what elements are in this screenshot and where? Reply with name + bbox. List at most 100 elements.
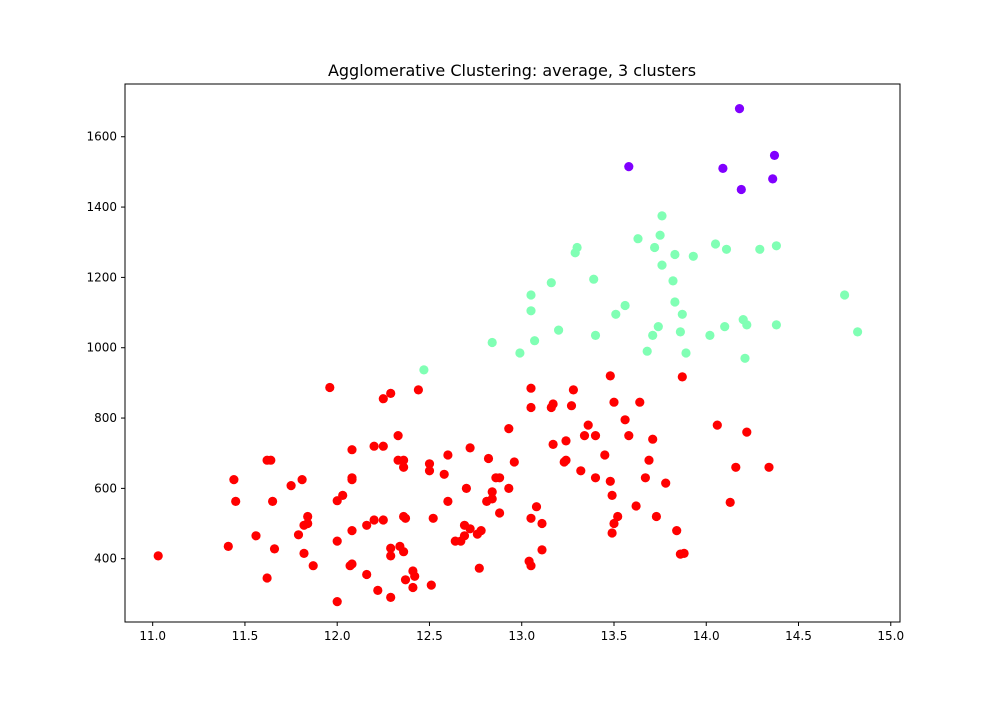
data-point-cluster-1-29 — [675, 327, 686, 337]
y-tick-label: 400 — [94, 552, 117, 566]
data-point-cluster-2-55 — [424, 459, 435, 469]
data-point-cluster-2-86 — [531, 502, 542, 512]
data-point-cluster-1-20 — [526, 306, 536, 316]
data-point-cluster-2-98 — [579, 431, 590, 441]
data-point-cluster-2-18 — [325, 382, 335, 393]
data-point-cluster-1-7 — [721, 244, 732, 254]
data-point-cluster-0-3 — [718, 163, 728, 173]
data-point-cluster-2-56 — [426, 580, 436, 590]
data-point-cluster-2-66 — [465, 443, 475, 453]
data-point-cluster-2-114 — [640, 473, 651, 483]
x-tick-label: 11.5 — [232, 629, 259, 643]
data-point-cluster-1-3 — [710, 239, 721, 249]
data-point-cluster-2-83 — [526, 402, 536, 413]
data-point-cluster-1-34 — [530, 336, 540, 346]
data-point-cluster-1-28 — [554, 325, 564, 335]
data-point-cluster-1-13 — [589, 274, 599, 284]
data-point-cluster-1-24 — [742, 320, 752, 330]
y-tick-label: 1200 — [86, 270, 117, 284]
x-tick-label: 12.0 — [324, 629, 351, 643]
data-point-cluster-1-14 — [668, 276, 678, 286]
data-point-cluster-2-84 — [526, 561, 536, 571]
data-point-cluster-2-97 — [576, 466, 586, 476]
data-point-cluster-2-105 — [607, 490, 617, 500]
data-point-cluster-1-35 — [487, 337, 497, 348]
data-point-cluster-1-25 — [771, 320, 782, 330]
data-point-cluster-1-1 — [655, 230, 665, 240]
data-point-cluster-2-112 — [631, 501, 641, 511]
data-point-cluster-2-107 — [609, 518, 619, 529]
data-point-cluster-2-100 — [590, 431, 601, 441]
data-point-cluster-2-123 — [712, 420, 722, 430]
data-point-cluster-1-11 — [688, 251, 698, 261]
data-point-cluster-2-35 — [378, 441, 388, 451]
points-layer — [153, 104, 863, 607]
data-point-cluster-2-124 — [725, 497, 735, 507]
data-point-cluster-2-33 — [373, 585, 383, 596]
data-point-cluster-2-27 — [347, 526, 357, 536]
data-point-cluster-2-47 — [400, 513, 411, 523]
data-point-cluster-2-115 — [644, 455, 654, 465]
data-point-cluster-2-7 — [266, 455, 276, 465]
data-point-cluster-2-29 — [362, 569, 372, 580]
data-point-cluster-2-104 — [605, 476, 615, 486]
data-point-cluster-0-2 — [624, 162, 634, 172]
data-point-cluster-2-60 — [443, 496, 453, 506]
data-point-cluster-2-36 — [378, 394, 388, 404]
data-point-cluster-1-37 — [515, 348, 525, 358]
data-point-cluster-2-40 — [386, 592, 396, 603]
data-point-cluster-2-93 — [561, 436, 571, 446]
data-point-cluster-1-17 — [526, 290, 536, 300]
data-point-cluster-2-24 — [347, 445, 357, 455]
data-point-cluster-2-116 — [648, 434, 658, 444]
data-point-cluster-2-32 — [369, 515, 379, 525]
data-point-cluster-1-4 — [771, 241, 782, 251]
data-point-cluster-2-37 — [386, 388, 396, 398]
data-point-cluster-2-9 — [269, 544, 280, 554]
data-point-cluster-1-18 — [670, 297, 680, 307]
data-point-cluster-2-65 — [461, 483, 471, 493]
data-point-cluster-2-72 — [483, 453, 494, 464]
data-point-cluster-2-50 — [408, 582, 418, 593]
data-point-cluster-2-54 — [424, 466, 435, 476]
data-point-cluster-2-103 — [605, 371, 615, 381]
data-point-cluster-2-106 — [609, 397, 619, 407]
data-point-cluster-2-21 — [332, 597, 342, 607]
data-point-cluster-2-80 — [509, 457, 519, 467]
data-point-cluster-2-4 — [251, 531, 261, 541]
data-point-cluster-2-15 — [303, 511, 313, 522]
data-point-cluster-0-4 — [768, 174, 778, 184]
data-point-cluster-2-16 — [303, 518, 313, 529]
x-tick-label: 12.5 — [416, 629, 443, 643]
x-tick-label: 15.0 — [877, 629, 904, 643]
data-point-cluster-2-38 — [386, 551, 396, 561]
data-point-cluster-2-78 — [504, 424, 514, 434]
data-point-cluster-2-70 — [476, 526, 486, 536]
data-point-cluster-2-30 — [362, 520, 372, 530]
data-point-cluster-2-95 — [566, 401, 577, 411]
data-point-cluster-2-87 — [537, 518, 547, 529]
data-point-cluster-2-28 — [347, 559, 357, 569]
plot-frame — [124, 83, 901, 623]
y-tick-label: 1400 — [86, 200, 117, 214]
data-point-cluster-2-12 — [297, 475, 307, 485]
chart-title: Agglomerative Clustering: average, 3 clu… — [328, 61, 696, 80]
y-tick-label: 600 — [94, 481, 117, 495]
data-point-cluster-1-26 — [653, 322, 663, 332]
data-point-cluster-2-125 — [731, 462, 741, 472]
data-point-cluster-2-117 — [651, 511, 662, 522]
data-point-cluster-2-31 — [369, 441, 379, 451]
data-point-cluster-2-108 — [607, 528, 617, 538]
data-point-cluster-1-36 — [642, 346, 652, 356]
data-point-cluster-1-10 — [670, 249, 680, 260]
data-point-cluster-1-12 — [657, 260, 667, 270]
data-point-cluster-0-0 — [734, 104, 745, 114]
data-point-cluster-1-27 — [720, 322, 730, 332]
data-point-cluster-1-39 — [740, 353, 750, 363]
data-point-cluster-2-49 — [400, 575, 411, 585]
data-point-cluster-2-20 — [332, 536, 342, 546]
data-point-cluster-2-113 — [635, 397, 645, 407]
data-point-cluster-2-126 — [742, 427, 752, 437]
data-point-cluster-2-13 — [299, 548, 309, 559]
data-point-cluster-2-22 — [338, 490, 348, 500]
